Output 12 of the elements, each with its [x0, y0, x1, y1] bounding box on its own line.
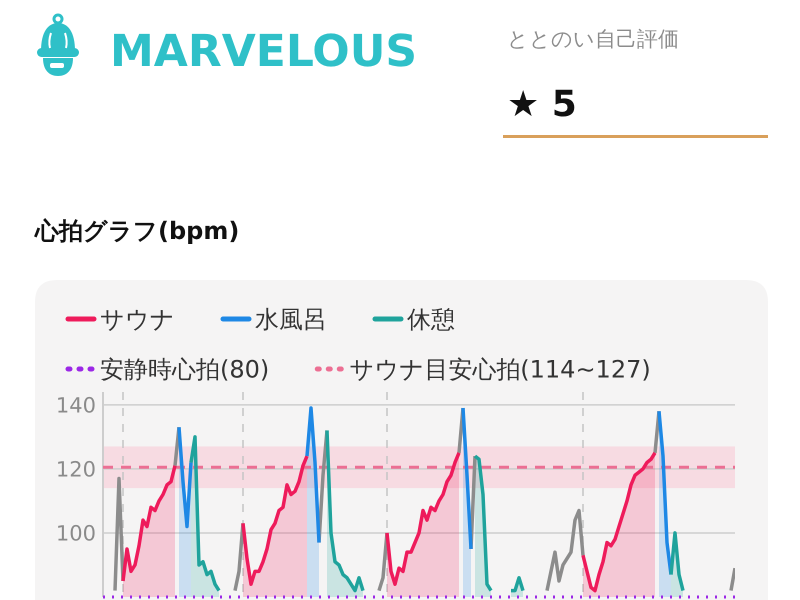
legend-label: 安静時心拍(80): [100, 356, 270, 384]
text: MARVELOUS: [110, 26, 418, 77]
legend-label: サウナ目安心拍(114~127): [349, 356, 651, 384]
legend-label: サウナ: [100, 306, 175, 334]
chart-title: 心拍グラフ(bpm): [34, 217, 240, 245]
y-tick-label: 120: [56, 457, 96, 482]
text: ととのい自己評価: [507, 27, 679, 51]
y-tick-label: 140: [56, 393, 96, 418]
y-tick-label: 100: [56, 521, 96, 546]
legend-label: 水風呂: [255, 306, 327, 334]
legend-label: 休憩: [407, 306, 455, 334]
text: ★ 5: [507, 84, 577, 125]
